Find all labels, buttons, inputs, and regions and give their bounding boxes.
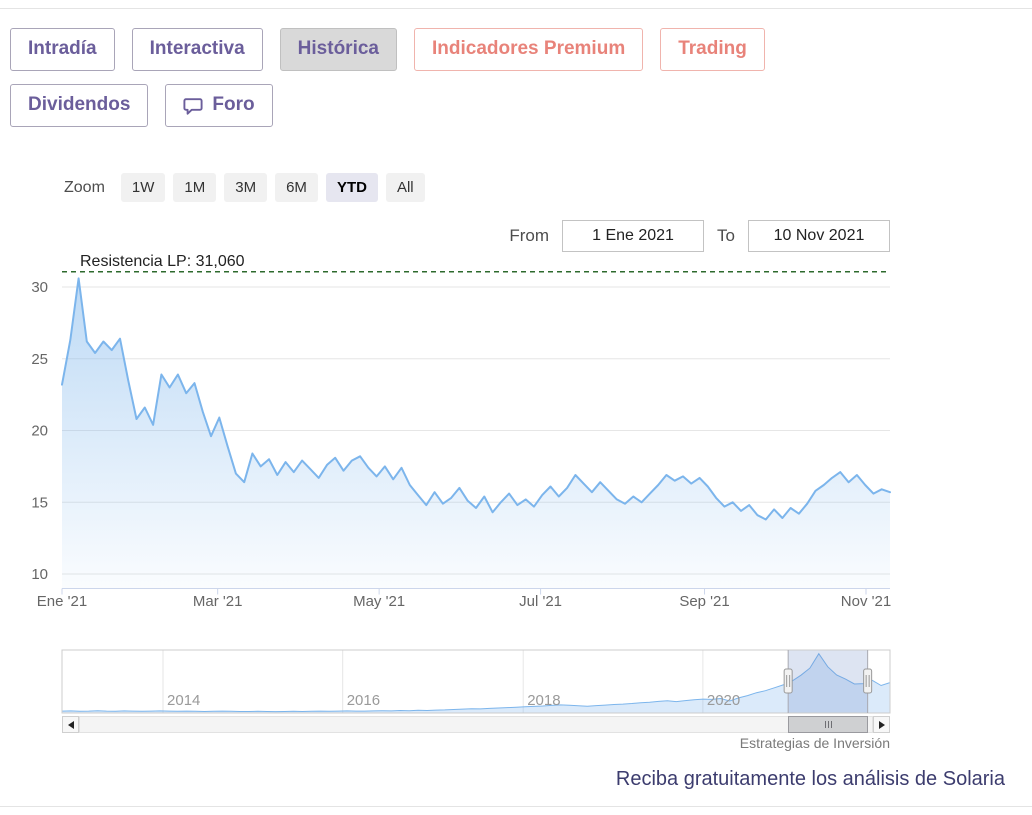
navigator-area-fill — [62, 653, 890, 713]
y-axis-label: 25 — [31, 351, 48, 368]
zoom-label: Zoom — [64, 178, 105, 196]
thumb-grip-icon — [827, 721, 829, 728]
date-range-controls: From 1 Ene 2021 To 10 Nov 2021 — [0, 220, 890, 252]
tab-row-2: Dividendos Foro — [10, 83, 765, 127]
forum-speech-bubble-icon — [183, 97, 203, 115]
chart-scrollbar[interactable] — [62, 716, 890, 733]
navigator-chart[interactable]: 2014 2016 2018 2020 — [0, 648, 900, 716]
top-divider — [0, 8, 1032, 9]
x-axis-label: Ene '21 — [37, 593, 87, 610]
x-axis-label: May '21 — [353, 593, 405, 610]
scrollbar-thumb[interactable] — [788, 716, 868, 733]
y-axis-label: 30 — [31, 279, 48, 296]
resistance-annotation: Resistencia LP: 31,060 — [80, 253, 245, 270]
navigator-outline — [61, 649, 891, 714]
navigator-year-label: 2020 — [707, 692, 740, 709]
y-axis-label: 15 — [31, 494, 48, 511]
tab-interactiva[interactable]: Interactiva — [131, 28, 263, 71]
tab-intradia[interactable]: Intradía — [10, 28, 115, 71]
zoom-1m-button[interactable]: 1M — [173, 173, 217, 202]
navigator-selected-range[interactable] — [788, 650, 868, 713]
to-label: To — [717, 226, 735, 245]
section-tabs: Intradía Interactiva Histórica Indicador… — [10, 28, 765, 127]
tab-foro-label: Foro — [212, 93, 255, 115]
zoom-controls: Zoom 1W 1M 3M 6M YTD All — [64, 173, 425, 202]
bottom-divider — [0, 806, 1032, 807]
navigator-line — [61, 652, 891, 713]
tab-indicadores-premium[interactable]: Indicadores Premium — [413, 28, 644, 71]
x-axis-label: Jul '21 — [519, 593, 562, 610]
navigator-year-label: 2018 — [527, 692, 560, 709]
to-date-input[interactable]: 10 Nov 2021 — [748, 220, 890, 252]
left-arrow-icon — [67, 720, 74, 729]
thumb-grip-icon — [824, 721, 826, 728]
right-arrow-icon — [878, 720, 885, 729]
y-axis-label: 20 — [31, 423, 48, 440]
zoom-1w-button[interactable]: 1W — [120, 173, 166, 202]
x-axis-label: Sep '21 — [679, 593, 729, 610]
tab-foro[interactable]: Foro — [165, 83, 273, 127]
x-axis-label: Nov '21 — [841, 593, 891, 610]
navigator-year-label: 2016 — [347, 692, 380, 709]
footer-message: Reciba gratuitamente los análisis de Sol… — [615, 768, 1005, 790]
thumb-grip-icon — [830, 721, 832, 728]
x-axis-label: Mar '21 — [193, 593, 243, 610]
scroll-left-button[interactable] — [62, 716, 79, 733]
price-line — [61, 277, 891, 521]
price-area-fill — [62, 278, 890, 588]
from-date-input[interactable]: 1 Ene 2021 — [562, 220, 705, 252]
navigator-year-label: 2014 — [167, 692, 200, 709]
scroll-right-button[interactable] — [873, 716, 890, 733]
chart-credit: Estrategias de Inversión — [739, 735, 890, 751]
from-label: From — [509, 226, 550, 245]
tab-dividendos[interactable]: Dividendos — [10, 83, 149, 127]
zoom-ytd-button[interactable]: YTD — [325, 173, 378, 202]
tab-historica[interactable]: Histórica — [279, 28, 397, 71]
tab-trading[interactable]: Trading — [660, 28, 765, 71]
zoom-6m-button[interactable]: 6M — [275, 173, 318, 202]
scrollbar-track[interactable] — [79, 716, 873, 733]
zoom-all-button[interactable]: All — [385, 173, 425, 202]
navigator-handle-right[interactable] — [863, 668, 873, 694]
zoom-3m-button[interactable]: 3M — [224, 173, 268, 202]
y-axis-label: 10 — [31, 566, 48, 583]
navigator-handle-left[interactable] — [783, 668, 793, 694]
main-price-chart[interactable]: 10 15 20 25 30 Ene '21 Mar '21 May '21 Jul '21 Se… — [0, 235, 900, 615]
tab-row-1: Intradía Interactiva Histórica Indicador… — [10, 28, 765, 71]
